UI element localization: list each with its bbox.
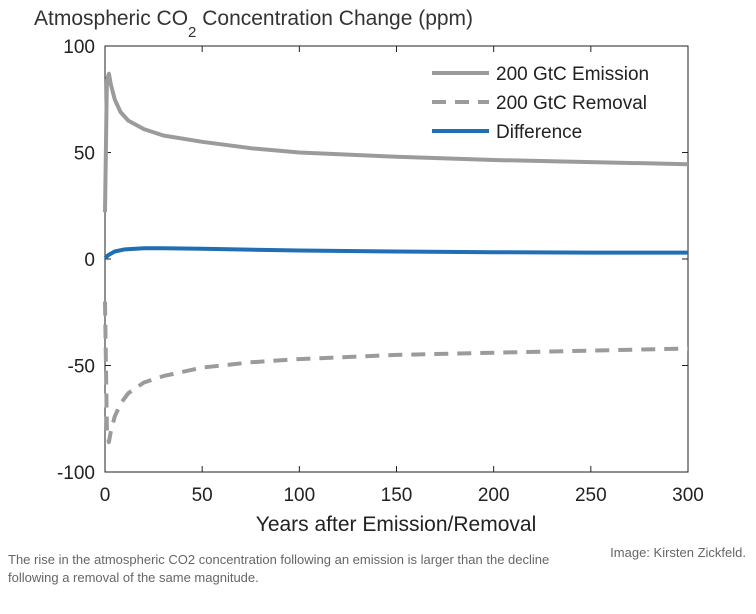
axis-ticks: 0 50 100 150 200 250 300 -100 -50 0 50 100	[57, 37, 704, 506]
x-tick-label: 150	[381, 485, 413, 506]
x-tick-label: 50	[192, 485, 213, 506]
series-line-2	[103, 246, 688, 260]
x-tick-label: 200	[478, 485, 510, 506]
series-line-1	[103, 301, 689, 445]
series-lines	[103, 71, 689, 445]
legend-label: 200 GtC Emission	[496, 64, 649, 85]
y-tick-label: 50	[74, 144, 95, 165]
legend: 200 GtC Emission 200 GtC Removal Differenc…	[432, 64, 649, 143]
y-tick-label: -100	[57, 463, 95, 484]
y-tick-label: 100	[63, 37, 95, 58]
y-tick-label: -50	[68, 357, 95, 378]
legend-label: Difference	[496, 122, 582, 143]
chart-title-part-2: Concentration Change (ppm)	[196, 7, 473, 30]
y-tick-label: 0	[84, 250, 95, 271]
chart-title-part-1: Atmospheric CO	[34, 7, 188, 30]
x-tick-label: 100	[283, 485, 315, 506]
x-tick-label: 300	[672, 485, 704, 506]
chart-title-subscript: 2	[188, 24, 196, 41]
image-credit: Image: Kirsten Zickfeld.	[610, 545, 746, 560]
x-axis-label: Years after Emission/Removal	[256, 513, 537, 536]
x-tick-label: 250	[575, 485, 607, 506]
figure-caption: The rise in the atmospheric CO2 concentr…	[8, 552, 550, 585]
chart: Atmospheric CO2 Concentration Change (pp…	[34, 7, 704, 536]
series-line-0	[103, 71, 689, 213]
legend-label: 200 GtC Removal	[496, 93, 647, 114]
chart-title: Atmospheric CO2 Concentration Change (pp…	[34, 7, 473, 41]
x-tick-label: 0	[100, 485, 111, 506]
